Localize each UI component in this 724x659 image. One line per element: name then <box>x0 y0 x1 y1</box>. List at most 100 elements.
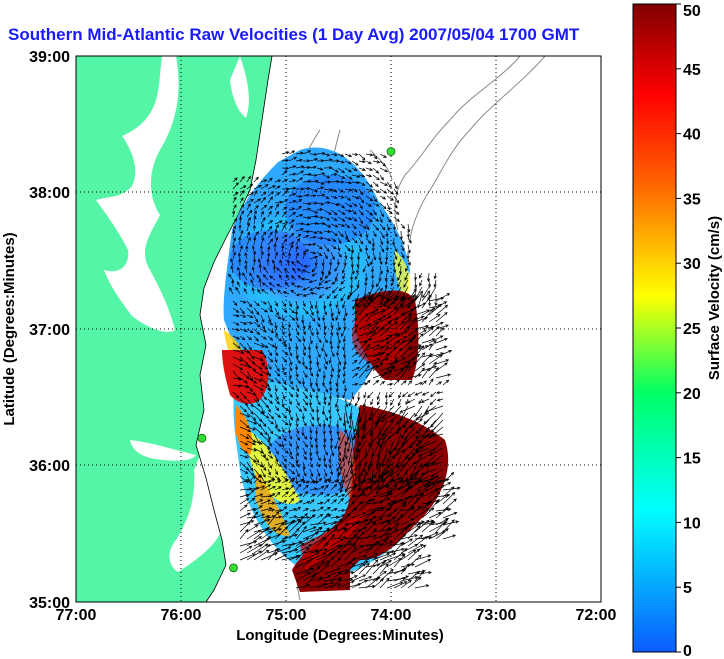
velocity-vector-arrow <box>260 391 267 401</box>
radar-station-marker <box>229 563 238 573</box>
velocity-vector-arrow <box>372 491 391 498</box>
velocity-vector-arrow <box>335 377 339 387</box>
velocity-vector-arrow <box>365 578 379 589</box>
velocity-vector-arrow <box>421 482 436 491</box>
velocity-vector-arrow <box>316 251 323 257</box>
velocity-vector-arrow <box>384 258 388 266</box>
velocity-vector-arrow <box>337 522 349 533</box>
velocity-vector-arrow <box>281 321 285 330</box>
velocity-vector-arrow <box>430 391 437 398</box>
velocity-vector-arrow <box>344 307 348 317</box>
velocity-vector-arrow <box>401 426 409 440</box>
velocity-vector-arrow <box>246 370 253 382</box>
velocity-vector-arrow <box>246 398 254 408</box>
velocity-vector-arrow <box>288 447 293 456</box>
velocity-vector-arrow <box>379 352 390 365</box>
velocity-vector-arrow <box>267 356 274 363</box>
velocity-vector-arrow <box>274 440 282 447</box>
velocity-vector-arrow <box>362 412 374 428</box>
velocity-vector-arrow <box>371 244 375 252</box>
velocity-vector-arrow <box>323 433 327 443</box>
velocity-vector-arrow <box>295 356 301 365</box>
velocity-vector-arrow <box>295 483 302 491</box>
velocity-vector-arrow <box>246 454 257 463</box>
velocity-vector-arrow <box>386 202 391 211</box>
velocity-vector-arrow <box>323 223 332 228</box>
velocity-vector-arrow <box>242 272 248 281</box>
velocity-vector-arrow <box>239 245 243 253</box>
velocity-vector-arrow <box>351 317 358 323</box>
velocity-vector-arrow <box>342 391 346 399</box>
velocity-vector-arrow <box>345 426 353 446</box>
velocity-vector-arrow <box>281 221 289 225</box>
velocity-vector-arrow <box>303 264 311 268</box>
velocity-vector-arrow <box>309 307 314 316</box>
velocity-vector-arrow <box>316 564 330 575</box>
velocity-vector-arrow <box>351 574 367 582</box>
velocity-vector-arrow <box>323 507 331 512</box>
velocity-vector-arrow <box>301 314 305 324</box>
velocity-vector-arrow <box>239 175 245 183</box>
velocity-vector-arrow <box>354 454 367 472</box>
velocity-vector-arrow <box>414 345 425 358</box>
velocity-vector-arrow <box>272 264 277 274</box>
velocity-vector-arrow <box>400 579 412 589</box>
velocity-vector-arrow <box>337 433 341 441</box>
velocity-vector-arrow <box>302 335 306 343</box>
velocity-vector-arrow <box>245 245 249 253</box>
velocity-vector-arrow <box>351 223 357 230</box>
velocity-vector-arrow <box>344 472 357 484</box>
velocity-vector-arrow <box>407 296 417 309</box>
velocity-vector-arrow <box>351 329 358 337</box>
velocity-vector-arrow <box>267 349 273 357</box>
velocity-vector-arrow <box>295 547 310 561</box>
velocity-vector-arrow <box>330 519 343 526</box>
velocity-vector-arrow <box>232 251 236 260</box>
velocity-vector-arrow <box>301 377 305 386</box>
velocity-vector-arrow <box>246 321 254 325</box>
velocity-vector-arrow <box>360 461 367 477</box>
velocity-vector-arrow <box>372 497 391 505</box>
velocity-vector-arrow <box>302 461 306 471</box>
velocity-vector-arrow <box>287 321 292 329</box>
velocity-vector-arrow <box>428 484 445 498</box>
velocity-vector-arrow <box>302 159 311 163</box>
velocity-vector-arrow <box>316 461 321 468</box>
velocity-vector-arrow <box>323 493 331 498</box>
velocity-vector-arrow <box>384 391 389 399</box>
velocity-vector-arrow <box>388 468 402 477</box>
velocity-vector-arrow <box>267 493 276 498</box>
velocity-vector-arrow <box>295 335 302 343</box>
velocity-vector-arrow <box>342 314 347 322</box>
velocity-vector-arrow <box>372 251 377 261</box>
velocity-vector-arrow <box>344 521 360 533</box>
velocity-vector-arrow <box>237 266 241 274</box>
velocity-vector-arrow <box>351 160 359 166</box>
velocity-vector-arrow <box>358 556 371 568</box>
velocity-vector-arrow <box>337 335 341 344</box>
velocity-vector-arrow <box>337 321 341 331</box>
velocity-vector-arrow <box>295 285 304 289</box>
velocity-vector-arrow <box>330 188 338 192</box>
velocity-vector-arrow <box>246 468 255 477</box>
velocity-vector-arrow <box>316 159 325 163</box>
velocity-vector-arrow <box>287 342 292 351</box>
velocity-vector-arrow <box>351 512 367 519</box>
velocity-vector-arrow <box>428 340 437 351</box>
velocity-vector-arrow <box>336 328 340 337</box>
velocity-vector-arrow <box>274 520 288 526</box>
velocity-vector-arrow <box>232 328 241 332</box>
velocity-vector-arrow <box>309 314 316 322</box>
velocity-vector-arrow <box>316 527 330 540</box>
velocity-vector-arrow <box>274 224 279 232</box>
velocity-vector-arrow <box>316 244 323 250</box>
velocity-vector-arrow <box>328 426 333 435</box>
velocity-vector-arrow <box>315 391 319 400</box>
velocity-vector-arrow <box>288 165 297 169</box>
velocity-vector-arrow <box>288 224 294 232</box>
velocity-vector-arrow <box>323 158 333 162</box>
colorbar-tick-label: 5 <box>683 580 692 597</box>
velocity-vector-arrow <box>400 476 414 491</box>
velocity-vector-arrow <box>379 244 385 253</box>
velocity-vector-arrow <box>329 433 334 442</box>
